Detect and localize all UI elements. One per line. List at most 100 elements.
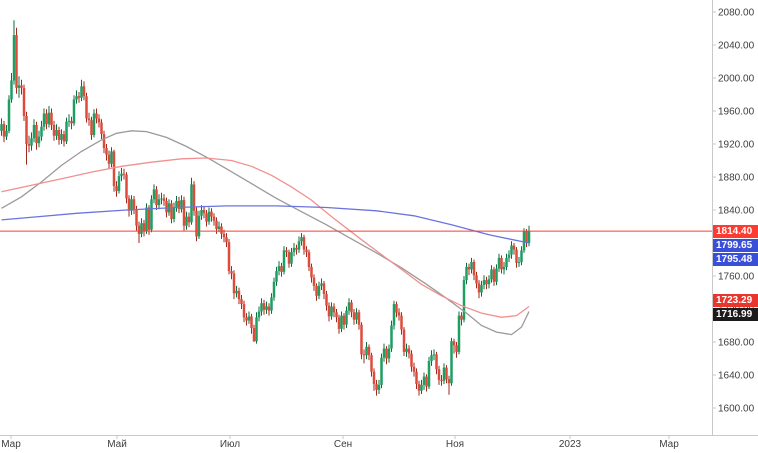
x-axis[interactable]: Мар Май Июл Сен Ноя 2023 Мар [1, 435, 679, 451]
candle-body [340, 315, 343, 329]
candle-body [312, 277, 316, 286]
candle-body [330, 306, 333, 317]
candle-body [365, 346, 368, 356]
candle-body [315, 285, 318, 296]
candle-body [120, 173, 123, 177]
candle-body [237, 290, 241, 300]
candle-body [487, 279, 491, 285]
candle-body [410, 353, 413, 367]
candle-body [175, 200, 178, 208]
indicator-price-label-2: 1795.48 [713, 252, 758, 266]
candle-body [22, 87, 26, 116]
candle-body [255, 317, 258, 342]
candle-body [275, 271, 278, 282]
candle-body [220, 226, 223, 234]
candle-body [367, 346, 371, 356]
candle-body [55, 130, 58, 136]
candle-body [135, 209, 138, 226]
candle-body [5, 130, 8, 137]
candle-body [320, 283, 323, 286]
candle-body [405, 348, 408, 352]
candle-body [127, 198, 131, 211]
candle-body [465, 266, 468, 281]
candle-body [245, 317, 248, 321]
candle-body [102, 134, 106, 149]
candle-body [57, 130, 61, 140]
y-axis-label: 1680.00 [718, 338, 755, 349]
candle-body [472, 262, 476, 276]
x-axis-label: Сен [334, 439, 352, 450]
candle-body [477, 283, 481, 293]
candle-body [100, 122, 103, 134]
candle-body [225, 237, 228, 243]
candle-body [260, 303, 263, 312]
candle-body [15, 35, 18, 88]
candle-body [285, 250, 288, 252]
candle-body [350, 302, 353, 313]
candle-body [35, 125, 38, 144]
candle-body [342, 315, 346, 325]
indicator-price-label-3: 1723.29 [713, 293, 758, 307]
candle-body [157, 199, 161, 206]
candle-body [37, 136, 41, 144]
candle-body [87, 118, 91, 121]
candle-body [235, 290, 238, 294]
candle-body [262, 303, 266, 310]
candle-body [107, 154, 111, 164]
candle-body [20, 85, 23, 88]
candle-body [462, 280, 466, 320]
candle-body [490, 269, 493, 280]
candle-body [427, 361, 431, 387]
candle-body [400, 315, 403, 330]
candle-body [522, 231, 526, 251]
candle-body [42, 113, 46, 127]
candle-body [475, 275, 478, 284]
candle-body [112, 151, 116, 186]
candle-body [207, 211, 211, 222]
candle-body [212, 216, 216, 221]
y-axis-label: 1600.00 [718, 404, 755, 415]
candle-body [385, 348, 388, 359]
candle-body [125, 174, 128, 199]
candle-body [307, 252, 311, 267]
candle-body [347, 302, 351, 311]
candle-body [527, 231, 531, 243]
candle-body [195, 210, 198, 237]
candle-body [327, 305, 331, 317]
candle-body [460, 315, 463, 320]
x-axis-label: Июл [220, 439, 240, 450]
candle-body [420, 384, 423, 391]
candle-body [210, 211, 213, 217]
y-axis-label: 1960.00 [718, 107, 755, 118]
candle-body [252, 328, 256, 342]
candle-body [192, 184, 196, 211]
candle-body [297, 241, 301, 250]
y-axis-label: 1840.00 [718, 206, 755, 217]
y-axis[interactable]: 2080.00 2040.00 2000.00 1960.00 1920.00 1880.… [712, 8, 755, 415]
candle-body [97, 118, 101, 123]
candle-body [450, 341, 453, 384]
candle-body [387, 348, 391, 359]
candle-body [455, 345, 458, 352]
candle-body [205, 213, 208, 222]
candle-body [75, 96, 78, 100]
candle-body [0, 124, 3, 131]
candle-body [250, 316, 253, 328]
candle-body [230, 271, 233, 274]
candle-body [390, 325, 393, 349]
candle-body [160, 198, 163, 200]
candle-body [300, 237, 303, 242]
candle-body [295, 247, 298, 250]
candle-body [480, 285, 483, 293]
candle-body [142, 223, 146, 232]
candle-body [267, 306, 271, 311]
candle-body [12, 35, 16, 81]
candle-body [525, 231, 528, 243]
candle-body [515, 249, 518, 263]
candle-body [415, 371, 418, 385]
candles-layer [0, 20, 531, 396]
candle-body [60, 134, 63, 140]
candle-body [215, 220, 218, 229]
candle-body [62, 134, 66, 142]
